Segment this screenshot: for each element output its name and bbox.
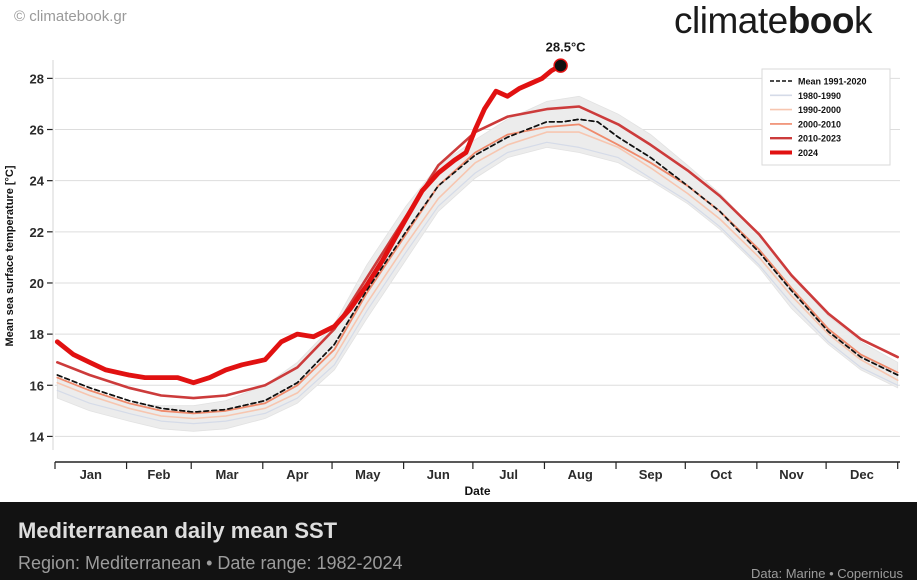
x-tick-label: Dec xyxy=(850,467,874,482)
data-source-credit: Data: Marine • Copernicus xyxy=(751,566,903,580)
legend-box xyxy=(761,68,891,166)
x-tick-label: Nov xyxy=(779,467,804,482)
legend-label-mean: Mean 1991-2020 xyxy=(798,77,867,87)
peak-marker xyxy=(553,58,568,73)
y-tick-label: 26 xyxy=(30,123,44,138)
legend-label-s2010: 2010-2023 xyxy=(798,134,841,144)
historical-range-band xyxy=(56,95,899,432)
y-tick-label: 20 xyxy=(30,276,44,291)
annotation-layer: 28.5°C xyxy=(546,40,587,73)
x-tick-label: May xyxy=(355,467,381,482)
legend-label-s1990: 1990-2000 xyxy=(798,105,841,115)
x-axis-title: Date xyxy=(464,484,490,498)
legend-label-s1980: 1980-1990 xyxy=(798,91,841,101)
x-tick-label: Jan xyxy=(80,467,102,482)
x-tick-label: Apr xyxy=(286,467,308,482)
y-tick-label: 14 xyxy=(30,429,45,444)
range-band-layer xyxy=(56,95,899,432)
x-tick-label: Jun xyxy=(427,467,450,482)
x-tick-label: Feb xyxy=(147,467,170,482)
brand-logo: climatebook xyxy=(674,0,873,42)
series-layer xyxy=(54,63,899,425)
y-tick-label: 22 xyxy=(30,225,44,240)
y-tick-label: 16 xyxy=(30,378,44,393)
chart-caption-title: Mediterranean daily mean SST xyxy=(18,518,338,543)
legend-label-s2000: 2000-2010 xyxy=(798,119,841,129)
x-tick-label: Jul xyxy=(499,467,518,482)
chart-legend: Mean 1991-2020 1980-1990 1990-2000 2000-201… xyxy=(761,68,891,166)
y-tick-label: 18 xyxy=(30,327,44,342)
x-tick-label: Oct xyxy=(710,467,732,482)
peak-label: 28.5°C xyxy=(546,40,587,55)
x-tick-label: Mar xyxy=(215,467,238,482)
series-line-s1990 xyxy=(56,131,899,420)
x-tick-label: Aug xyxy=(568,467,593,482)
y-tick-label: 24 xyxy=(30,174,45,189)
brand-logo-light: climate xyxy=(674,0,788,41)
series-line-s2024 xyxy=(54,63,563,386)
site-credit: © climatebook.gr xyxy=(14,8,127,25)
series-line-mean-overlay xyxy=(57,118,899,413)
sst-line-chart: 14 16 18 20 22 24 26 28 Jan Feb Mar Apr May Jun Jul Aug… xyxy=(4,40,900,498)
brand-logo-bold: boo xyxy=(787,0,855,41)
y-tick-label: 28 xyxy=(30,71,44,86)
brand-logo-end: k xyxy=(854,0,873,41)
legend-label-s2024: 2024 xyxy=(798,148,818,158)
grid-layer xyxy=(55,77,900,437)
series-line-s1980 xyxy=(56,141,899,425)
y-axis-title: Mean sea surface temperature [°C] xyxy=(4,165,16,346)
chart-caption-subtitle: Region: Mediterranean • Date range: 1982… xyxy=(18,553,403,573)
axes-layer: 14 16 18 20 22 24 26 28 Jan Feb Mar Apr May Jun Jul Aug… xyxy=(4,60,900,498)
series-line-s2000 xyxy=(56,123,899,415)
caption-footer: Mediterranean daily mean SST Region: Med… xyxy=(0,502,917,580)
x-tick-label: Sep xyxy=(639,467,663,482)
